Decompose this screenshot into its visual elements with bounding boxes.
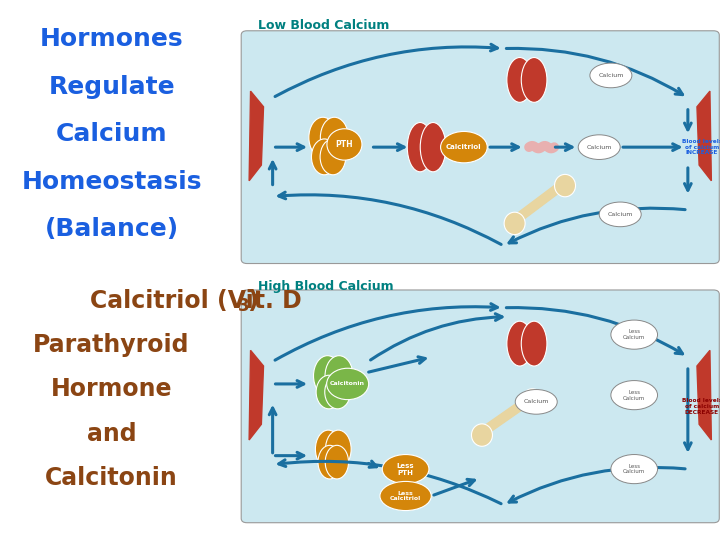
Ellipse shape — [611, 320, 657, 349]
Ellipse shape — [441, 131, 487, 163]
Ellipse shape — [578, 135, 620, 159]
Text: Less
Calcium: Less Calcium — [623, 464, 645, 475]
Ellipse shape — [327, 129, 362, 160]
Ellipse shape — [318, 446, 341, 479]
Ellipse shape — [325, 356, 353, 396]
Ellipse shape — [408, 123, 433, 172]
Ellipse shape — [316, 375, 342, 409]
Ellipse shape — [382, 455, 429, 484]
Text: Blood levels
of calcium
INCREASE: Blood levels of calcium INCREASE — [682, 139, 720, 156]
Ellipse shape — [325, 430, 351, 468]
Text: Hormones: Hormones — [40, 27, 184, 51]
Text: Calcium: Calcium — [608, 212, 633, 217]
Ellipse shape — [325, 375, 351, 409]
Ellipse shape — [325, 446, 348, 479]
Ellipse shape — [611, 455, 657, 484]
Text: and: and — [87, 422, 136, 446]
Polygon shape — [474, 397, 532, 438]
Text: High Blood Calcium: High Blood Calcium — [258, 280, 393, 293]
Text: Calcitriol: Calcitriol — [446, 144, 482, 150]
Text: Calcium: Calcium — [598, 73, 624, 78]
FancyBboxPatch shape — [241, 290, 719, 523]
Text: Calcium: Calcium — [55, 122, 168, 146]
Ellipse shape — [472, 424, 492, 446]
Text: Calcitonin: Calcitonin — [330, 381, 365, 387]
Ellipse shape — [380, 482, 431, 510]
Ellipse shape — [507, 321, 533, 366]
Text: ): ) — [247, 289, 258, 313]
Text: Blood levels
of calcium
DECREASE: Blood levels of calcium DECREASE — [682, 398, 720, 415]
Ellipse shape — [522, 389, 543, 411]
Ellipse shape — [309, 117, 337, 158]
Text: Calcium: Calcium — [587, 145, 612, 150]
Ellipse shape — [521, 57, 547, 102]
Text: Hormone: Hormone — [51, 377, 172, 401]
Ellipse shape — [507, 57, 533, 102]
Text: Regulate: Regulate — [48, 75, 175, 98]
Polygon shape — [249, 91, 264, 181]
Ellipse shape — [320, 117, 348, 158]
Text: (Balance): (Balance) — [45, 217, 179, 241]
Polygon shape — [249, 350, 264, 440]
Polygon shape — [697, 350, 711, 440]
Ellipse shape — [516, 389, 557, 414]
Text: PTH: PTH — [336, 140, 354, 149]
Ellipse shape — [504, 212, 525, 234]
Ellipse shape — [590, 63, 632, 88]
FancyBboxPatch shape — [241, 31, 719, 264]
Ellipse shape — [313, 356, 341, 396]
Text: 3: 3 — [238, 297, 249, 315]
Polygon shape — [508, 183, 565, 226]
Text: Less
Calcium: Less Calcium — [623, 329, 645, 340]
Text: Calcitriol (Vit. D: Calcitriol (Vit. D — [90, 289, 302, 313]
Text: Calcitonin: Calcitonin — [45, 466, 178, 490]
Ellipse shape — [327, 368, 369, 400]
Ellipse shape — [315, 430, 341, 468]
Ellipse shape — [320, 139, 346, 175]
Ellipse shape — [554, 174, 575, 197]
Polygon shape — [697, 91, 711, 181]
Ellipse shape — [420, 123, 446, 172]
Ellipse shape — [599, 202, 642, 227]
Text: Homeostasis: Homeostasis — [22, 170, 202, 193]
Ellipse shape — [611, 381, 657, 410]
Ellipse shape — [521, 321, 547, 366]
Text: Calcium: Calcium — [523, 400, 549, 404]
Text: Less
Calcitriol: Less Calcitriol — [390, 490, 421, 501]
Text: Low Blood Calcium: Low Blood Calcium — [258, 19, 389, 32]
Text: Less
Calcium: Less Calcium — [623, 390, 645, 401]
Text: Less
PTH: Less PTH — [397, 463, 415, 476]
Ellipse shape — [312, 139, 337, 175]
Text: Parathyroid: Parathyroid — [33, 333, 190, 357]
